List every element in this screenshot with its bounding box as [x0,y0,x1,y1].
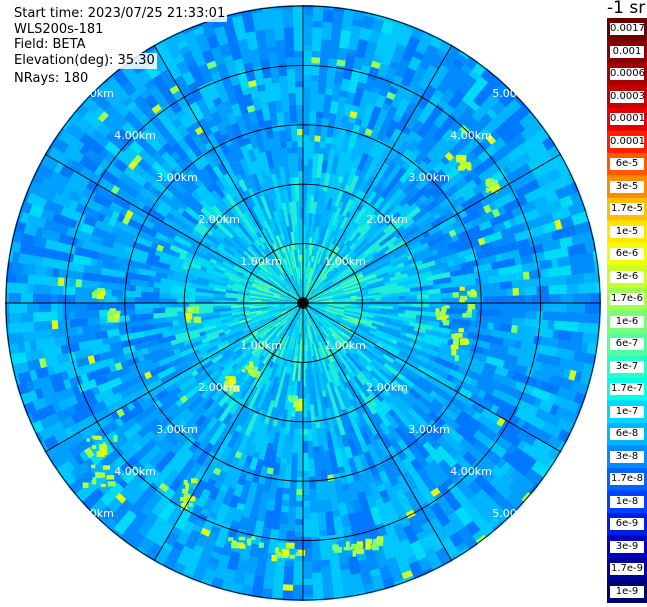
ring-label: 1.00km [240,339,282,352]
colorbar-tick-label: 0.0001 [610,135,645,148]
instrument-label: WLS200s-181 [12,22,106,38]
colorbar-tick-label: 1e-7 [610,405,644,418]
ring-label: 5.00km [72,507,114,520]
colorbar-tick-label: 6e-9 [610,518,644,531]
colorbar-tick-label: 0.0006 [610,68,645,81]
ring-labels: 1.00km 2.00km 3.00km 4.00km 5.00km 1.00km 2.00… [72,87,534,520]
colorbar-tick-label: 1.7e-5 [610,203,644,216]
ring-label: 4.00km [114,465,156,478]
colorbar-tick-label: 1.7e-6 [610,293,644,306]
colorbar-tick-label: 1e-8 [610,495,644,508]
ppi-features [82,155,501,562]
ppi-grid [1,1,605,605]
elevation-label: Elevation(deg): 35.30 [12,53,157,69]
colorbar-tick-label: 1.7e-7 [610,383,644,396]
ring-label: 2.00km [366,381,408,394]
ring-label: 4.00km [114,129,156,142]
colorbar-tick-label: 3e-7 [610,360,644,373]
colorbar-unit: -1 sr [607,0,646,18]
colorbar-tick-label: 6e-7 [610,338,644,351]
colorbar-tick-label: 6e-5 [610,158,644,171]
colorbar-tick-label: 1e-5 [610,225,644,238]
ring-label: 1.00km [324,255,366,268]
ring-label: 5.00km [492,507,534,520]
ring-label: 1.00km [240,255,282,268]
colorbar [607,18,647,603]
ring-label: 2.00km [366,213,408,226]
ring-label: 5.00km [72,87,114,100]
ring-label: 5.00km [492,87,534,100]
colorbar-tick-label: 3e-8 [610,450,644,463]
ring-label: 3.00km [408,423,450,436]
ring-label: 3.00km [156,171,198,184]
colorbar-tick-label: 3e-6 [610,270,644,283]
ppi-display: 1.00km 2.00km 3.00km 4.00km 5.00km 1.00km 2.00… [1,1,605,605]
colorbar-tick-label: 3e-9 [610,540,644,553]
colorbar-tick-label: 0.0017 [610,23,645,36]
colorbar-tick-label: 1e-6 [610,315,644,328]
ring-label: 4.00km [450,129,492,142]
ring-label: 4.00km [450,465,492,478]
ring-label: 3.00km [408,171,450,184]
ring-label: 2.00km [198,213,240,226]
start-time-label: Start time: 2023/07/25 21:33:01 [12,6,228,22]
colorbar-tick-label: 0.001 [610,45,644,58]
field-label: Field: BETA [12,37,88,53]
colorbar-tick-label: 1e-9 [610,585,644,598]
colorbar-tick-label: 0.0003 [610,90,645,103]
colorbar-tick-label: 6e-6 [610,248,644,261]
ring-label: 1.00km [324,339,366,352]
ring-label: 3.00km [156,423,198,436]
colorbar-tick-label: 3e-5 [610,180,644,193]
colorbar-tick-label: 0.00017 [610,113,647,126]
colorbar-tick-label: 6e-8 [610,428,644,441]
colorbar-tick-label: 1.7e-8 [610,473,644,486]
ring-label: 2.00km [198,381,240,394]
nrays-label: NRays: 180 [12,71,91,87]
colorbar-tick-label: 1.7e-9 [610,563,644,576]
